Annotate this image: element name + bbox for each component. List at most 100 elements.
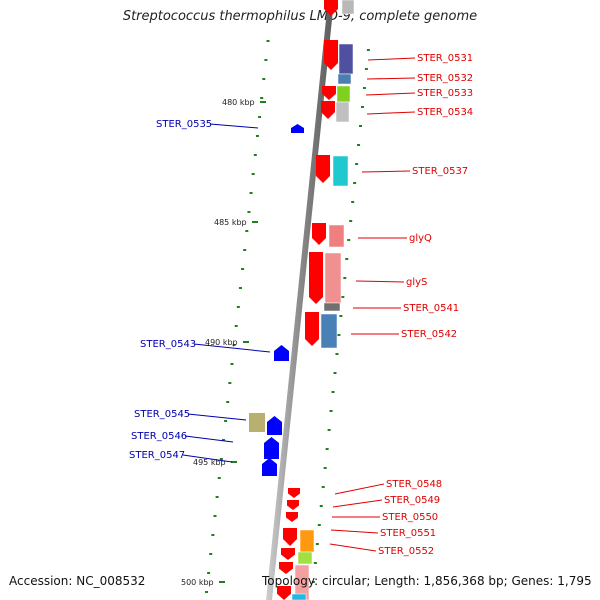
reverse-label-leader	[187, 413, 247, 421]
forward-gene-arrow	[324, 0, 338, 16]
forward-label-leader	[366, 111, 416, 115]
scale-tick	[219, 581, 225, 583]
scale-label: 480 kbp	[222, 98, 255, 107]
forward-gene-label[interactable]: STER_0532	[417, 73, 473, 84]
reverse-gene-arrow	[264, 437, 279, 459]
reverse-gene-label[interactable]: STER_0546	[131, 431, 187, 442]
scale-label: 485 kbp	[214, 218, 247, 227]
forward-gene-arrow	[287, 500, 299, 510]
forward-label-leader	[366, 77, 416, 80]
forward-gene-label[interactable]: STER_0552	[378, 546, 434, 557]
function-color-bar	[249, 413, 265, 432]
scale-tick	[205, 591, 209, 593]
reverse-gene-label[interactable]: STER_0547	[129, 450, 185, 461]
scale-tick	[238, 287, 242, 289]
function-color-bar	[328, 224, 345, 248]
forward-gene-label[interactable]: STER_0548	[386, 479, 442, 490]
function-color-bar	[297, 551, 313, 565]
scale-tick	[315, 543, 319, 545]
scale-tick	[343, 277, 347, 279]
function-color-bar	[332, 155, 349, 187]
scale-tick	[207, 572, 211, 574]
forward-label-leader	[329, 543, 377, 552]
topology-label: Topology: circular; Length: 1,856,368 bp…	[262, 574, 592, 588]
reverse-gene-label[interactable]: STER_0543	[140, 339, 196, 350]
scale-tick	[224, 420, 228, 422]
scale-tick	[319, 505, 323, 507]
forward-gene-label[interactable]: STER_0533	[417, 88, 473, 99]
scale-tick	[217, 477, 221, 479]
forward-gene-label[interactable]: STER_0549	[384, 495, 440, 506]
reverse-label-leader	[209, 123, 259, 129]
forward-gene-arrow	[322, 86, 336, 100]
scale-tick	[266, 40, 270, 42]
scale-tick	[236, 306, 240, 308]
function-color-bar	[291, 593, 307, 600]
forward-gene-label[interactable]: STER_0537	[412, 166, 468, 177]
reverse-gene-label[interactable]: STER_0545	[134, 409, 190, 420]
scale-tick	[253, 154, 257, 156]
scale-tick	[323, 467, 327, 469]
scale-tick	[219, 458, 223, 460]
forward-gene-arrow	[279, 562, 293, 574]
scale-tick	[321, 486, 325, 488]
reverse-gene-arrow	[267, 416, 282, 435]
forward-gene-label[interactable]: STER_0550	[382, 512, 438, 523]
forward-label-leader	[365, 92, 416, 96]
forward-label-leader	[355, 280, 405, 283]
forward-gene-arrow	[316, 155, 330, 183]
accession-label: Accession: NC_008532	[9, 574, 146, 588]
forward-gene-arrow	[324, 40, 338, 70]
scale-tick	[245, 230, 249, 232]
forward-gene-arrow	[281, 548, 295, 560]
scale-tick	[339, 315, 343, 317]
scale-tick	[260, 97, 264, 99]
scale-tick	[331, 391, 335, 393]
forward-gene-arrow	[309, 252, 323, 304]
scale-tick	[255, 135, 259, 137]
scale-tick	[333, 372, 337, 374]
reverse-gene-arrow	[262, 458, 277, 476]
scale-tick	[364, 68, 368, 70]
forward-gene-label[interactable]: glyQ	[409, 233, 432, 244]
function-color-bar	[341, 0, 355, 15]
scale-tick	[243, 249, 247, 251]
forward-gene-label[interactable]: STER_0531	[417, 53, 473, 64]
forward-gene-label[interactable]: glyS	[406, 277, 427, 288]
function-color-bar	[294, 564, 310, 600]
genome-title: Streptococcus thermophilus LMD-9, comple…	[122, 9, 478, 24]
scale-tick	[211, 534, 215, 536]
forward-gene-label[interactable]: STER_0534	[417, 107, 473, 118]
scale-tick	[258, 116, 262, 118]
scale-tick	[264, 59, 268, 61]
scale-label: 495 kbp	[193, 458, 226, 467]
scale-tick	[213, 515, 217, 517]
forward-label-leader	[334, 483, 385, 495]
forward-gene-arrow	[305, 312, 319, 346]
scale-tick	[243, 341, 249, 343]
forward-gene-label[interactable]: STER_0551	[380, 528, 436, 539]
function-color-bar	[335, 101, 350, 123]
scale-tick	[252, 221, 258, 223]
scale-tick	[311, 581, 315, 583]
function-color-bar	[338, 43, 354, 75]
forward-gene-arrow	[312, 223, 326, 245]
scale-tick	[360, 106, 364, 108]
reverse-label-leader	[193, 343, 271, 353]
forward-gene-label[interactable]: STER_0542	[401, 329, 457, 340]
forward-label-leader	[367, 57, 416, 61]
scale-tick	[362, 87, 366, 89]
scale-tick	[351, 201, 355, 203]
reverse-gene-label[interactable]: STER_0535	[156, 119, 212, 130]
scale-label: 490 kbp	[205, 338, 238, 347]
genome-backbone	[266, 0, 334, 600]
forward-gene-arrow	[286, 512, 298, 522]
forward-gene-arrow	[321, 101, 335, 119]
forward-gene-label[interactable]: STER_0541	[403, 303, 459, 314]
forward-gene-arrow	[283, 528, 297, 546]
scale-tick	[353, 182, 357, 184]
scale-tick	[249, 192, 253, 194]
scale-tick	[231, 461, 237, 463]
scale-tick	[262, 78, 266, 80]
